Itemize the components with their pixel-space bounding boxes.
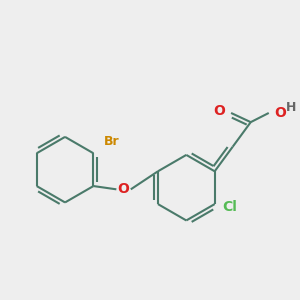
Text: O: O <box>118 182 130 196</box>
Text: O: O <box>213 104 225 118</box>
Text: Br: Br <box>104 135 120 148</box>
Text: H: H <box>286 100 296 114</box>
Text: O: O <box>275 106 286 120</box>
Text: Cl: Cl <box>222 200 237 214</box>
